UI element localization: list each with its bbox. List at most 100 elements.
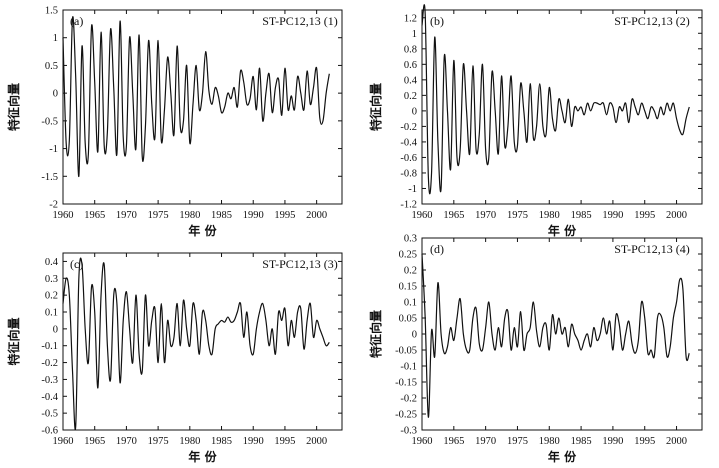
x-tick-label: 1995 <box>634 436 655 447</box>
y-tick-label: 1.2 <box>404 13 417 24</box>
panel-title: ST-PC12,13 (2) <box>614 14 690 28</box>
y-tick-label: -1.5 <box>41 172 58 183</box>
x-tick-label: 2000 <box>306 210 327 221</box>
x-axis-title: 年 份 <box>548 223 577 238</box>
y-tick-label: 0.8 <box>404 44 417 55</box>
y-tick-label: 0.1 <box>45 308 58 319</box>
y-tick-label: -0.8 <box>400 168 417 179</box>
x-tick-label: 1990 <box>243 210 264 221</box>
x-tick-label: 1995 <box>274 436 295 447</box>
y-tick-label: -0.2 <box>400 122 417 133</box>
x-tick-label: 1970 <box>116 210 137 221</box>
x-tick-label: 1990 <box>602 436 623 447</box>
y-tick-label: -0.1 <box>400 362 417 373</box>
y-tick-label: 0.3 <box>45 274 58 285</box>
y-tick-label: -0.4 <box>41 392 58 403</box>
x-tick-label: 1975 <box>507 210 528 221</box>
x-tick-label: 1990 <box>243 436 264 447</box>
x-tick-label: 1960 <box>412 436 433 447</box>
chart-panel: 0.40.30.20.10-0.1-0.2-0.3-0.4-0.5-0.6196… <box>6 252 343 464</box>
y-tick-label: 0.05 <box>399 314 417 325</box>
y-tick-label: 1 <box>412 29 417 40</box>
x-tick-label: 1980 <box>539 436 560 447</box>
panel-title: ST-PC12,13 (1) <box>262 14 338 28</box>
series-line <box>62 257 330 431</box>
y-tick-label: -1 <box>408 184 417 195</box>
x-tick-label: 1985 <box>571 210 592 221</box>
y-tick-label: 0.4 <box>404 75 418 86</box>
y-tick-label: -0.5 <box>41 116 58 127</box>
x-tick-label: 1975 <box>148 436 169 447</box>
panel-label: (c) <box>70 257 83 271</box>
y-axis-title: 特征向量 <box>6 83 21 131</box>
x-tick-label: 2000 <box>666 436 687 447</box>
y-tick-label: 1.5 <box>45 6 58 17</box>
x-tick-label: 1960 <box>412 210 433 221</box>
y-tick-label: 0.2 <box>404 266 417 277</box>
plot-frame <box>62 9 343 205</box>
panel-label: (d) <box>430 242 444 256</box>
panel-title: ST-PC12,13 (3) <box>262 257 338 271</box>
y-axis-title: 特征向量 <box>6 317 21 365</box>
y-tick-label: 0.4 <box>45 257 59 268</box>
y-tick-label: 0 <box>412 106 417 117</box>
y-tick-label: -0.6 <box>400 153 417 164</box>
y-axis-title: 特征向量 <box>368 83 383 131</box>
x-tick-label: 1965 <box>443 210 464 221</box>
y-tick-label: -0.25 <box>395 410 417 421</box>
y-tick-label: 0.5 <box>45 61 58 72</box>
y-tick-label: 0.6 <box>404 60 417 71</box>
x-tick-label: 2000 <box>306 436 327 447</box>
y-tick-label: -0.3 <box>400 426 417 437</box>
x-tick-label: 1970 <box>116 436 137 447</box>
y-tick-label: 0.2 <box>45 291 58 302</box>
y-tick-label: -2 <box>49 200 58 211</box>
x-tick-label: 1960 <box>53 436 74 447</box>
y-tick-label: -1.2 <box>400 200 417 211</box>
y-tick-label: 0 <box>53 89 58 100</box>
x-tick-label: 2000 <box>666 210 687 221</box>
y-tick-label: -0.05 <box>395 346 417 357</box>
chart-panel: 0.3 0.25 0.2 0.15 0.1 0.05 0 -0.05 -0.1 -0.15 -0.2… <box>368 234 703 464</box>
x-tick-label: 1965 <box>84 436 105 447</box>
y-tick-label: -0.6 <box>41 426 58 437</box>
y-tick-label: 0.2 <box>404 91 417 102</box>
panel-label: (b) <box>430 14 444 28</box>
x-axis-title: 年 份 <box>188 223 217 238</box>
x-tick-label: 1975 <box>507 436 528 447</box>
y-tick-label: 0.3 <box>404 234 417 245</box>
y-tick-label: -0.15 <box>395 378 417 389</box>
y-tick-label: -0.4 <box>400 137 417 148</box>
x-tick-label: 1985 <box>211 436 232 447</box>
y-tick-label: -0.3 <box>41 375 58 386</box>
y-tick-label: 1 <box>53 33 58 44</box>
y-tick-label: -0.1 <box>41 341 58 352</box>
series-line <box>421 4 690 195</box>
x-tick-label: 1980 <box>539 210 560 221</box>
x-tick-label: 1980 <box>179 210 200 221</box>
x-axis-title: 年 份 <box>548 449 577 464</box>
y-tick-label: 0 <box>53 324 58 335</box>
plot-frame <box>421 9 703 205</box>
series-line <box>62 16 330 177</box>
x-tick-label: 1995 <box>634 210 655 221</box>
y-tick-label: -0.2 <box>41 358 58 369</box>
x-tick-label: 1990 <box>602 210 623 221</box>
y-tick-label: 0.25 <box>399 250 417 261</box>
x-tick-label: 1965 <box>84 210 105 221</box>
x-tick-label: 1970 <box>475 436 496 447</box>
y-tick-label: -1 <box>49 144 58 155</box>
x-tick-label: 1970 <box>475 210 496 221</box>
x-tick-label: 1985 <box>571 436 592 447</box>
y-tick-label: 0 <box>412 330 417 341</box>
y-tick-label: 0.1 <box>404 298 417 309</box>
x-tick-label: 1995 <box>274 210 295 221</box>
y-tick-label: -0.2 <box>400 394 417 405</box>
x-tick-label: 1985 <box>211 210 232 221</box>
panel-label: (a) <box>70 14 83 28</box>
y-tick-label: -0.5 <box>41 409 58 420</box>
panel-title: ST-PC12,13 (4) <box>614 242 690 256</box>
x-tick-label: 1965 <box>443 436 464 447</box>
y-axis-title: 特征向量 <box>368 310 383 358</box>
